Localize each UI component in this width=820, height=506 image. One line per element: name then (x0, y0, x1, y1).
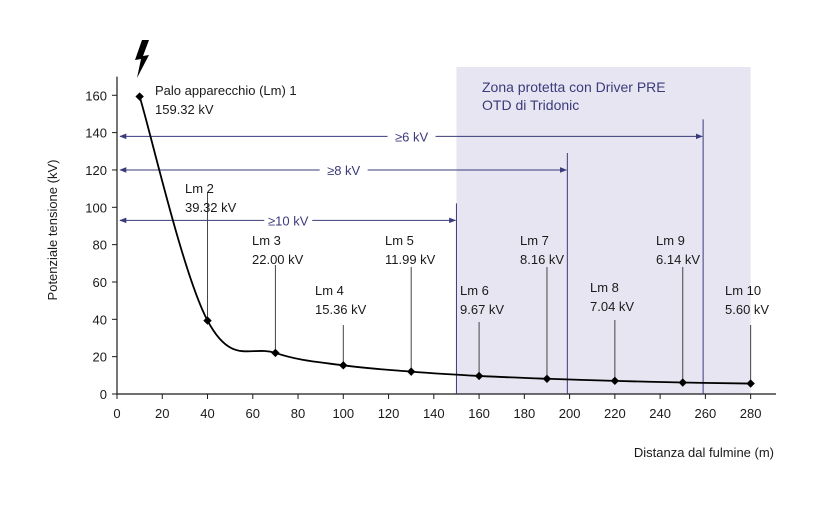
y-axis-title: Potenziale tensione (kV) (45, 160, 60, 301)
y-tick-label: 60 (93, 275, 107, 290)
point-name-label: Lm 5 (385, 233, 414, 248)
point-name-label: Lm 2 (185, 181, 214, 196)
data-point-marker (406, 367, 416, 376)
x-tick-label: 40 (200, 406, 214, 421)
x-tick-label: 260 (695, 406, 717, 421)
data-point-marker (271, 348, 280, 358)
data-point-marker (135, 92, 144, 101)
arrow-label: ≥8 kV (327, 163, 360, 178)
y-tick-label: 160 (85, 88, 107, 103)
y-tick-label: 100 (85, 200, 107, 215)
y-tick-label: 40 (93, 312, 107, 327)
lightning-bolt-icon (135, 40, 149, 78)
point-name-label: Palo apparecchio (Lm) 1 (155, 83, 297, 98)
point-value-label: 159.32 kV (155, 102, 214, 117)
point-value-label: 7.04 kV (590, 299, 634, 314)
point-value-label: 9.67 kV (460, 302, 504, 317)
point-name-label: Lm 4 (315, 283, 344, 298)
point-value-label: 8.16 kV (520, 252, 564, 267)
x-tick-label: 60 (246, 406, 260, 421)
y-tick-label: 120 (85, 163, 107, 178)
x-tick-label: 220 (604, 406, 626, 421)
x-tick-label: 160 (468, 406, 490, 421)
arrow-label: ≥10 kV (268, 213, 309, 228)
x-tick-label: 180 (513, 406, 535, 421)
arrow-label: ≥6 kV (395, 129, 428, 144)
x-tick-label: 240 (649, 406, 671, 421)
x-axis-title: Distanza dal fulmine (m) (634, 445, 774, 460)
point-value-label: 39.32 kV (185, 200, 237, 215)
x-tick-label: 120 (378, 406, 400, 421)
point-name-label: Lm 7 (520, 233, 549, 248)
x-tick-label: 20 (155, 406, 169, 421)
y-tick-label: 20 (93, 350, 107, 365)
zone-label-line1: Zona protetta con Driver PRE (482, 79, 666, 95)
point-name-label: Lm 3 (252, 233, 281, 248)
data-point-marker (203, 316, 212, 325)
y-tick-label: 140 (85, 126, 107, 141)
x-tick-label: 100 (332, 406, 354, 421)
data-point-marker (746, 379, 755, 388)
point-value-label: 22.00 kV (252, 252, 304, 267)
data-point-marker (610, 376, 620, 386)
x-tick-label: 80 (291, 406, 305, 421)
point-name-label: Lm 9 (656, 233, 685, 248)
data-point-marker (339, 361, 348, 370)
point-value-label: 6.14 kV (656, 252, 700, 267)
zone-label-line2: OTD di Tridonic (482, 97, 579, 113)
y-tick-label: 80 (93, 238, 107, 253)
point-name-label: Lm 8 (590, 280, 619, 295)
point-name-label: Lm 6 (460, 283, 489, 298)
point-value-label: 15.36 kV (315, 302, 367, 317)
data-point-marker (542, 374, 552, 383)
x-tick-label: 200 (559, 406, 581, 421)
point-value-label: 5.60 kV (725, 302, 769, 317)
protected-zone (456, 67, 751, 394)
y-tick-label: 0 (100, 387, 107, 402)
x-tick-label: 140 (423, 406, 445, 421)
point-value-label: 11.99 kV (385, 252, 436, 267)
data-point-marker (678, 378, 687, 387)
point-name-label: Lm 10 (725, 283, 761, 298)
data-point-marker (474, 371, 484, 381)
x-tick-label: 280 (740, 406, 762, 421)
x-tick-label: 0 (113, 406, 120, 421)
